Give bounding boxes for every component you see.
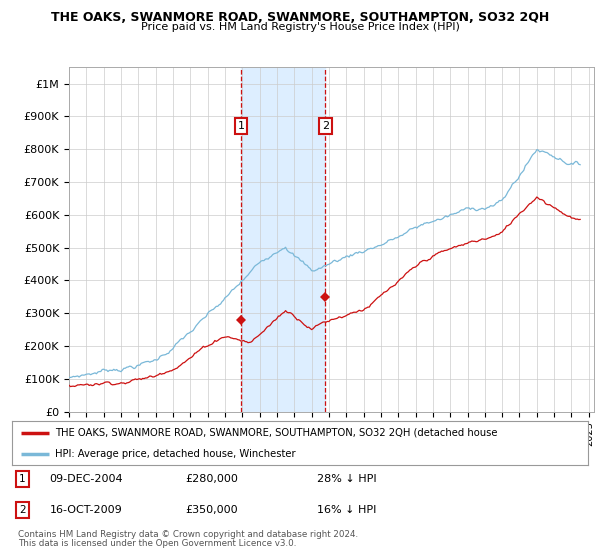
Text: 09-DEC-2004: 09-DEC-2004	[49, 474, 123, 484]
Text: 28% ↓ HPI: 28% ↓ HPI	[317, 474, 377, 484]
Text: 2: 2	[322, 122, 329, 131]
Text: 1: 1	[238, 122, 245, 131]
Text: 1: 1	[19, 474, 26, 484]
Text: HPI: Average price, detached house, Winchester: HPI: Average price, detached house, Winc…	[55, 449, 296, 459]
Text: 16-OCT-2009: 16-OCT-2009	[49, 505, 122, 515]
Text: 2: 2	[19, 505, 26, 515]
Text: £280,000: £280,000	[185, 474, 238, 484]
Text: This data is licensed under the Open Government Licence v3.0.: This data is licensed under the Open Gov…	[18, 539, 296, 548]
Text: THE OAKS, SWANMORE ROAD, SWANMORE, SOUTHAMPTON, SO32 2QH: THE OAKS, SWANMORE ROAD, SWANMORE, SOUTH…	[51, 11, 549, 24]
Text: Contains HM Land Registry data © Crown copyright and database right 2024.: Contains HM Land Registry data © Crown c…	[18, 530, 358, 539]
Text: Price paid vs. HM Land Registry's House Price Index (HPI): Price paid vs. HM Land Registry's House …	[140, 22, 460, 32]
Text: 16% ↓ HPI: 16% ↓ HPI	[317, 505, 377, 515]
Text: THE OAKS, SWANMORE ROAD, SWANMORE, SOUTHAMPTON, SO32 2QH (detached house: THE OAKS, SWANMORE ROAD, SWANMORE, SOUTH…	[55, 428, 498, 438]
Bar	[241, 67, 325, 412]
Text: £350,000: £350,000	[185, 505, 238, 515]
